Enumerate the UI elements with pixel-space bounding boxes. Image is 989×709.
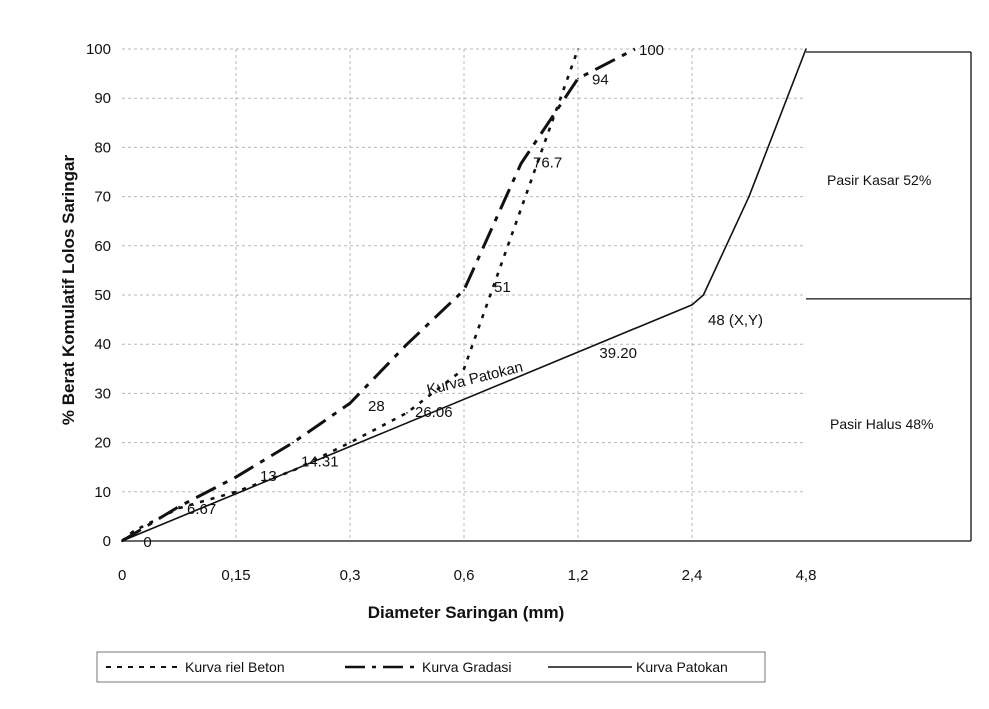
point-1-8 bbox=[577, 77, 579, 80]
data-labels: 0 6.67 14.31 26.06 13 28 51 76.7 94 100 39.20 48 (X… bbox=[143, 42, 763, 551]
data-label-13: 13 bbox=[260, 468, 277, 485]
data-label-48-X-Y-: 48 (X,Y) bbox=[708, 312, 763, 329]
point-0-8 bbox=[577, 48, 579, 50]
point-0-3 bbox=[235, 491, 237, 493]
x-tick-label-4: 1,2 bbox=[568, 567, 589, 584]
legend-label-patokan: Kurva Patokan bbox=[636, 659, 728, 675]
data-label-51: 51 bbox=[494, 279, 511, 296]
data-label-28: 28 bbox=[368, 398, 385, 415]
y-axis-title: % Berat Komulatif Lolos Saringar bbox=[59, 155, 78, 426]
y-tick-label-50: 50 bbox=[94, 287, 111, 304]
x-axis-title: Diameter Saringan (mm) bbox=[368, 603, 565, 622]
series-lines bbox=[121, 47, 807, 543]
x-tick-label-3: 0,6 bbox=[454, 567, 475, 584]
x-tick-label-6: 4,8 bbox=[796, 567, 817, 584]
y-tick-label-0: 0 bbox=[103, 533, 111, 550]
legend-label-riel: Kurva riel Beton bbox=[185, 659, 285, 675]
x-tick-label-5: 2,4 bbox=[682, 567, 703, 584]
data-label-39-20: 39.20 bbox=[599, 345, 637, 362]
curve-label-kurva-patokan: Kurva Patokan bbox=[425, 358, 525, 398]
y-tick-label-60: 60 bbox=[94, 238, 111, 255]
point-1-6 bbox=[463, 289, 465, 291]
grid bbox=[122, 48, 806, 541]
point-1-4 bbox=[349, 402, 351, 405]
point-1-5 bbox=[406, 343, 408, 346]
legend-box bbox=[96, 651, 766, 683]
y-tick-label-40: 40 bbox=[94, 336, 111, 353]
legend: Kurva riel Beton Kurva Gradasi Kurva Pat… bbox=[96, 651, 766, 683]
y-tick-label-90: 90 bbox=[94, 90, 111, 107]
data-label-6-67: 6.67 bbox=[187, 501, 216, 518]
y-tick-label-100: 100 bbox=[86, 41, 111, 58]
point-1-7 bbox=[520, 162, 522, 165]
point-0-7 bbox=[463, 368, 465, 370]
y-tick-label-30: 30 bbox=[94, 385, 111, 402]
y-tick-label-70: 70 bbox=[94, 189, 111, 206]
x-tick-label-0: 0 bbox=[118, 567, 126, 584]
point-0-2 bbox=[178, 507, 180, 509]
x-tick-label-2: 0,3 bbox=[340, 567, 361, 584]
x-tick-label-1: 0,15 bbox=[221, 567, 250, 584]
data-label-26-06: 26.06 bbox=[415, 404, 453, 421]
data-label-0: 0 bbox=[143, 534, 151, 551]
point-2-2 bbox=[702, 294, 705, 296]
data-label-14-31: 14.31 bbox=[301, 454, 339, 471]
zone-box bbox=[806, 51, 972, 541]
y-tick-label-20: 20 bbox=[94, 435, 111, 452]
data-label-100: 100 bbox=[639, 42, 664, 59]
point-1-1 bbox=[178, 505, 180, 508]
point-2-4 bbox=[805, 48, 807, 50]
point-1-3 bbox=[292, 441, 294, 444]
point-2-0 bbox=[121, 540, 123, 542]
point-2-1 bbox=[691, 304, 693, 306]
y-tick-label-80: 80 bbox=[94, 139, 111, 156]
data-label-94: 94 bbox=[592, 72, 609, 89]
point-1-2 bbox=[235, 476, 237, 478]
data-label-76-7: 76.7 bbox=[533, 155, 562, 172]
series-line-kurva-gradasi bbox=[121, 47, 636, 543]
y-tick-label-10: 10 bbox=[94, 484, 111, 501]
zone-label-pasir-halus: Pasir Halus 48% bbox=[830, 416, 934, 432]
point-0-6 bbox=[406, 411, 408, 414]
zone-label-pasir-kasar: Pasir Kasar 52% bbox=[827, 172, 931, 188]
point-0-5 bbox=[349, 441, 351, 444]
axes: 0 10 20 30 40 50 60 70 80 90 100 0 0,15 0,3 0,6 1,2 2,4 4… bbox=[86, 41, 971, 584]
point-0-1 bbox=[132, 530, 135, 532]
legend-label-gradasi: Kurva Gradasi bbox=[422, 659, 511, 675]
point-2-3 bbox=[748, 195, 750, 198]
